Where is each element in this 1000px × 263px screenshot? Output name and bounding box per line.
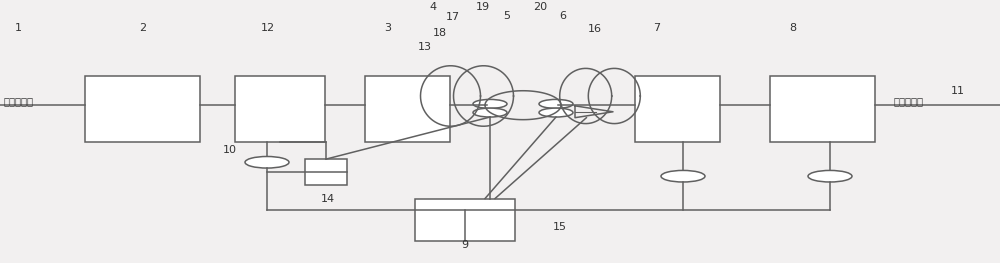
Text: 12: 12 [261, 23, 275, 33]
Text: 20: 20 [533, 2, 547, 12]
Text: 9: 9 [461, 240, 469, 250]
Text: 光输入信号: 光输入信号 [3, 96, 33, 106]
Text: 11: 11 [951, 86, 965, 96]
Circle shape [539, 108, 573, 117]
Circle shape [661, 170, 705, 182]
Circle shape [473, 99, 507, 108]
Text: 14: 14 [321, 194, 335, 204]
Circle shape [539, 99, 573, 108]
Text: 10: 10 [223, 145, 237, 155]
Text: 5: 5 [504, 11, 511, 21]
Text: 3: 3 [384, 23, 392, 33]
Bar [365, 76, 450, 142]
Text: 2: 2 [139, 23, 147, 33]
Text: 7: 7 [653, 23, 661, 33]
Text: 8: 8 [789, 23, 797, 33]
Bar [415, 199, 515, 241]
Text: 18: 18 [433, 28, 447, 38]
Text: 4: 4 [429, 2, 437, 12]
Text: 光输出信号: 光输出信号 [893, 96, 923, 106]
Circle shape [808, 170, 852, 182]
Bar [770, 76, 875, 142]
Circle shape [473, 108, 507, 117]
Bar [635, 76, 720, 142]
Text: 15: 15 [553, 222, 567, 232]
Text: 6: 6 [560, 11, 566, 21]
Text: 13: 13 [418, 42, 432, 52]
Circle shape [245, 156, 289, 168]
Text: 19: 19 [476, 2, 490, 12]
Text: 16: 16 [588, 24, 602, 34]
Bar [305, 159, 347, 185]
Bar [235, 76, 325, 142]
Text: 17: 17 [446, 12, 460, 22]
Bar [85, 76, 200, 142]
Text: 1: 1 [14, 23, 22, 33]
